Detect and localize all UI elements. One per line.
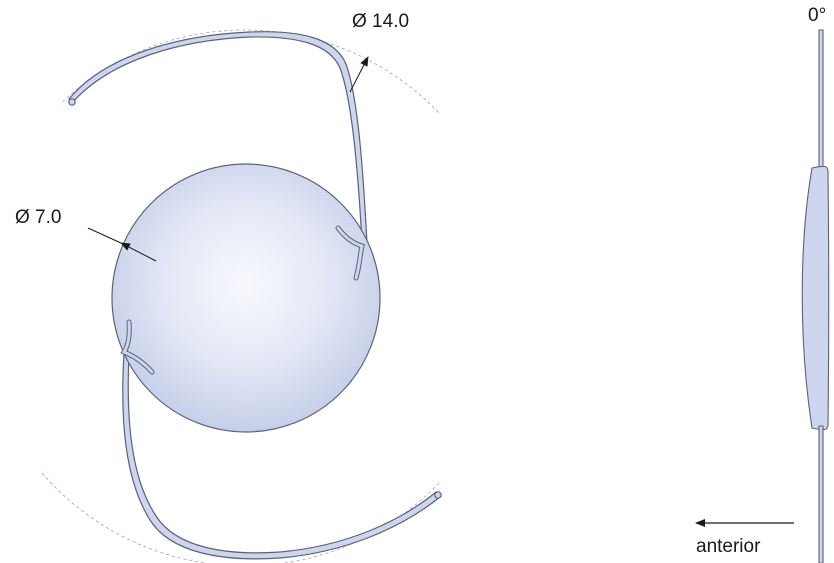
lower-haptic-tip [434, 491, 442, 499]
upper-haptic-tip [68, 98, 76, 106]
optic [111, 163, 381, 433]
angulation-label: 0° [808, 5, 827, 26]
overall-diameter-circle [40, 29, 440, 563]
left-junction-slot-fill [121, 320, 154, 374]
optic-diameter-arrow [120, 242, 157, 262]
side-profile-haptic-top [818, 29, 824, 173]
anterior-label: anterior [696, 536, 761, 557]
overall-diameter-label: Ø 14.0 [352, 11, 410, 32]
right-junction-slot-fill [336, 226, 364, 280]
optic-diameter-leader [87, 227, 122, 244]
overall-diameter-arrow [349, 56, 369, 93]
side-profile-optic [801, 165, 830, 431]
side-profile-haptic-bottom [818, 425, 824, 563]
optic-diameter-label: Ø 7.0 [15, 207, 62, 228]
